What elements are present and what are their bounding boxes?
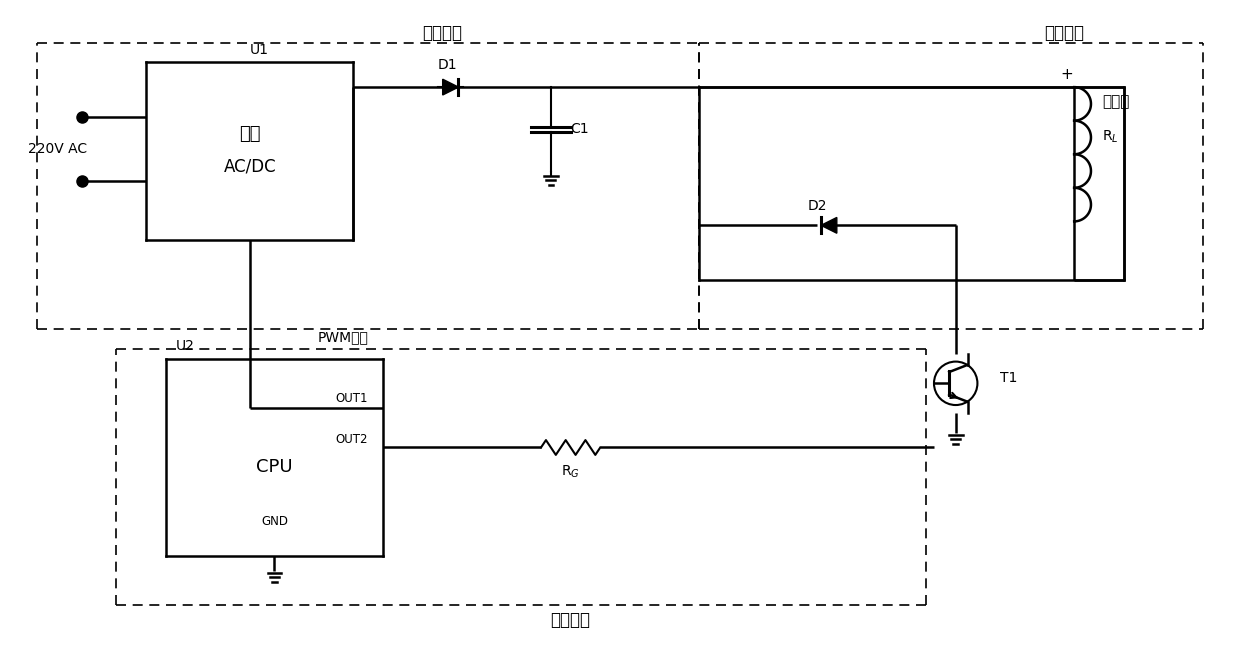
Text: R$_G$: R$_G$ (562, 464, 580, 480)
Text: 控制电路: 控制电路 (551, 612, 590, 629)
Text: 工作电路: 工作电路 (1044, 24, 1084, 42)
Text: D2: D2 (807, 198, 827, 213)
Text: 220V AC: 220V AC (27, 142, 87, 156)
Text: CPU: CPU (257, 458, 293, 476)
Polygon shape (443, 79, 459, 95)
Text: T1: T1 (1001, 372, 1018, 386)
Polygon shape (821, 217, 837, 233)
Text: OUT1: OUT1 (336, 391, 368, 405)
Text: PWM输出: PWM输出 (319, 330, 370, 344)
Text: 电磁铁: 电磁铁 (1102, 94, 1130, 109)
Text: AC/DC: AC/DC (223, 157, 277, 175)
Text: R$_L$: R$_L$ (1102, 129, 1118, 145)
Text: 电源: 电源 (239, 125, 260, 142)
Text: 驱动电路: 驱动电路 (423, 24, 463, 42)
Text: +: + (1060, 67, 1073, 82)
Text: U2: U2 (176, 339, 195, 353)
Text: C1: C1 (570, 122, 589, 136)
Text: D1: D1 (438, 59, 458, 72)
Text: OUT2: OUT2 (336, 433, 368, 446)
Text: U1: U1 (250, 43, 269, 57)
Text: GND: GND (260, 515, 288, 528)
